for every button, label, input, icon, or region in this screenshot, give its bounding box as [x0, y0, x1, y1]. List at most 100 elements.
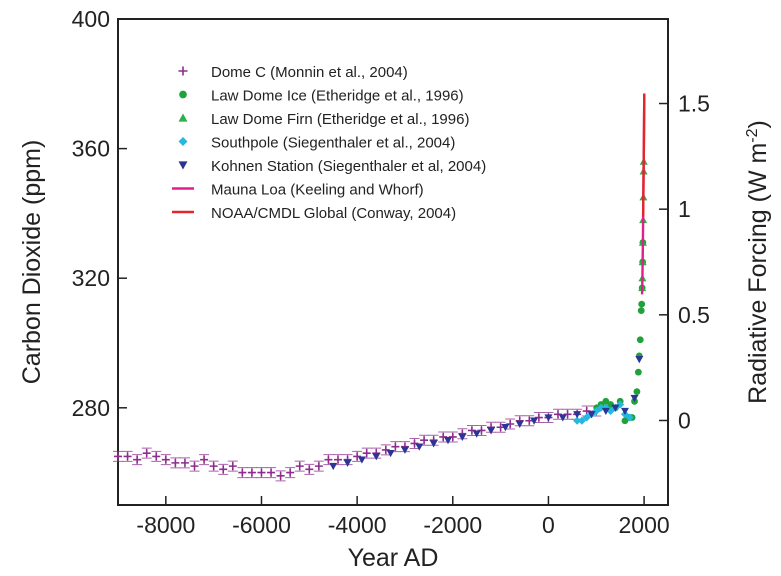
data-point	[334, 455, 342, 464]
data-point	[247, 468, 256, 477]
data-point	[209, 462, 218, 471]
data-point	[343, 459, 352, 467]
data-point	[171, 458, 180, 467]
data-point	[429, 440, 438, 448]
data-point	[372, 453, 381, 461]
legend-label: Southpole (Siegenthaler et al., 2004)	[211, 135, 455, 152]
y-axis-right-title-suffix: )	[744, 120, 772, 128]
data-point	[123, 452, 132, 461]
legend-label: Kohnen Station (Siegenthaler et al, 2004…	[211, 158, 486, 175]
data-point	[353, 452, 362, 461]
series-1	[593, 239, 647, 425]
data-point	[602, 397, 610, 405]
y-right-tick-label: 0.5	[678, 302, 710, 328]
data-point	[506, 420, 515, 428]
y-right-tick-label: 1	[678, 196, 691, 222]
y-left-tick-label: 360	[72, 136, 110, 162]
data-point	[637, 307, 645, 314]
data-point	[161, 455, 170, 464]
series-6	[641, 93, 646, 217]
data-point	[582, 413, 591, 422]
data-point	[634, 368, 642, 376]
data-point	[472, 430, 481, 438]
data-point	[219, 465, 228, 474]
y-axis-right-title: Radiative Forcing (W m-2)	[744, 120, 772, 404]
data-point	[386, 449, 395, 458]
data-point	[633, 388, 641, 395]
data-layer	[113, 93, 648, 482]
series-4	[329, 356, 644, 471]
data-point	[611, 404, 620, 412]
data-point	[534, 413, 543, 422]
legend-swatch	[178, 161, 188, 170]
data-point	[238, 468, 247, 477]
data-point	[362, 449, 371, 458]
data-point	[391, 442, 400, 451]
plot-frame	[117, 18, 669, 506]
data-point	[530, 417, 539, 425]
data-point	[200, 455, 209, 464]
data-point	[152, 452, 161, 461]
data-point	[439, 432, 448, 441]
x-tick-label: -2000	[423, 512, 482, 538]
data-point	[573, 416, 582, 425]
legend-swatch	[178, 113, 188, 122]
y-axis-right-title-main: Radiative Forcing (W m	[744, 143, 772, 404]
data-point	[515, 420, 524, 428]
y-left-tick-label: 280	[72, 395, 110, 421]
legend-label: Mauna Loa (Keeling and Whorf)	[211, 182, 424, 199]
x-axis-title: Year AD	[348, 544, 439, 572]
data-point	[410, 439, 419, 448]
x-tick-label: 0	[542, 512, 555, 538]
data-point	[458, 433, 467, 441]
legend-swatch	[178, 137, 188, 146]
data-point	[501, 424, 510, 432]
y-left-tick-label: 320	[72, 265, 110, 291]
data-point	[133, 455, 142, 464]
legend-swatch	[179, 90, 187, 99]
y-left-tick-label: 400	[72, 6, 110, 32]
y-axis-left-title: Carbon Dioxide (ppm)	[18, 140, 46, 385]
data-point	[444, 437, 452, 445]
data-point	[636, 336, 644, 344]
data-point	[554, 410, 562, 419]
data-point	[563, 410, 572, 419]
data-point	[601, 407, 610, 416]
data-point	[607, 401, 615, 408]
y-axis-right-title-sup: -2	[744, 128, 761, 142]
data-point	[630, 394, 639, 403]
legend-label: Dome C (Monnin et al., 2004)	[211, 64, 408, 81]
data-point	[381, 445, 390, 454]
x-tick-label: -6000	[232, 512, 291, 538]
y-right-tick-label: 0	[678, 407, 691, 433]
series-line	[641, 93, 646, 217]
data-point	[142, 449, 151, 458]
data-point	[314, 462, 323, 471]
data-point	[467, 426, 476, 435]
x-tick-label: 2000	[619, 512, 670, 538]
data-point	[573, 411, 582, 419]
data-point	[257, 468, 266, 477]
x-tick-label: -8000	[136, 512, 195, 538]
y-right-tick-label: 1.5	[678, 91, 710, 117]
data-point	[295, 462, 304, 471]
data-point	[305, 465, 314, 474]
data-point	[276, 471, 285, 480]
data-point	[620, 407, 629, 416]
data-point	[635, 356, 644, 364]
data-point	[544, 414, 553, 422]
data-point	[625, 413, 634, 422]
data-point	[190, 462, 199, 471]
axes-layer: -8000 -6000 -4000 -2000 0 2000 280 320 360 400 0 0.…	[72, 6, 710, 538]
data-point	[448, 432, 457, 441]
legend-label: NOAA/CMDL Global (Conway, 2004)	[211, 205, 456, 222]
data-point	[286, 468, 295, 477]
data-point	[267, 468, 276, 477]
data-point	[420, 436, 429, 445]
data-point	[114, 452, 122, 461]
data-point	[329, 462, 338, 471]
data-point	[638, 300, 646, 308]
legend-label: Law Dome Ice (Etheridge et al., 1996)	[211, 88, 464, 105]
data-point	[228, 462, 237, 471]
